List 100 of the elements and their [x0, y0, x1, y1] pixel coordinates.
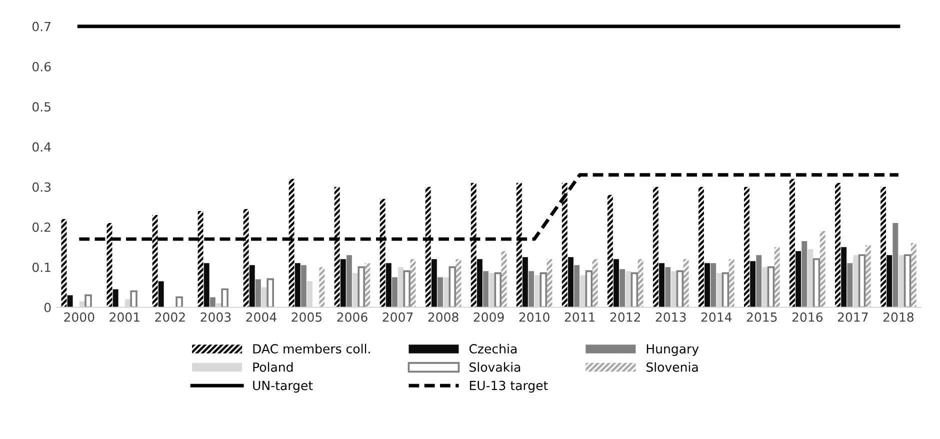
x-tick-label: 2012 — [610, 312, 640, 322]
bar — [210, 297, 216, 308]
bar — [767, 266, 775, 308]
y-tick-label: 0 — [44, 302, 51, 312]
bar — [483, 271, 488, 308]
bar — [358, 266, 365, 308]
bar — [638, 259, 644, 308]
x-tick-label: 2003 — [200, 312, 231, 322]
bar — [198, 210, 204, 308]
x-tick-label: 2014 — [701, 312, 732, 322]
x-tick-label: 2007 — [382, 312, 413, 322]
bar — [659, 263, 664, 308]
bar — [386, 263, 392, 308]
bar — [67, 295, 73, 308]
bar — [392, 277, 398, 308]
bar — [255, 279, 261, 308]
bar — [910, 243, 916, 308]
bar — [841, 247, 847, 308]
x-tick-label: 2000 — [64, 312, 94, 322]
bar — [106, 223, 112, 308]
bar — [130, 290, 138, 308]
y-tick-label: 0.6 — [32, 62, 51, 72]
bar — [546, 259, 552, 308]
bar — [431, 259, 437, 308]
bar — [892, 223, 898, 308]
bar — [364, 263, 370, 308]
bar — [438, 277, 443, 308]
x-tick-label: 2011 — [564, 312, 595, 322]
bar — [266, 278, 274, 308]
bar — [665, 267, 671, 308]
bar — [410, 259, 416, 308]
bar — [300, 265, 306, 308]
bar — [176, 296, 183, 308]
bar — [403, 270, 411, 308]
y-tick-label: 0.7 — [32, 22, 50, 32]
bar — [476, 259, 482, 308]
bar — [744, 186, 750, 308]
bar — [630, 272, 638, 308]
y-tick-label: 0.5 — [32, 102, 50, 112]
x-tick-label: 2013 — [656, 312, 686, 322]
bar — [425, 186, 431, 308]
legend-label: DAC members coll. — [253, 344, 370, 354]
bar — [607, 194, 613, 308]
bar — [501, 251, 507, 308]
bar — [820, 231, 826, 308]
x-tick-label: 2002 — [155, 312, 185, 322]
bar — [835, 182, 840, 308]
bar — [516, 182, 522, 308]
bar — [812, 258, 820, 308]
bar — [562, 182, 568, 308]
bar — [858, 254, 866, 308]
bar — [886, 255, 892, 308]
bar — [152, 214, 158, 308]
bar — [204, 263, 210, 308]
bar — [750, 261, 756, 308]
legend-label: Hungary — [646, 344, 699, 356]
legend-label: Slovenia — [646, 362, 698, 372]
bar — [249, 265, 255, 308]
bar — [243, 208, 249, 308]
x-tick-label: 2016 — [792, 312, 823, 322]
x-tick-label: 2018 — [883, 312, 914, 322]
bar — [880, 186, 886, 308]
bar — [585, 270, 593, 308]
bar — [710, 263, 716, 308]
legend-label: EU-13 target — [470, 380, 548, 393]
bar — [456, 259, 462, 308]
bar — [340, 259, 346, 308]
x-tick-label: 2010 — [519, 312, 550, 322]
bar — [676, 270, 684, 308]
y-tick-label: 0.3 — [32, 182, 51, 192]
legend-label: UN-target — [253, 380, 313, 393]
bar — [614, 259, 619, 308]
bar — [528, 271, 534, 308]
bar — [574, 265, 580, 308]
bar — [620, 269, 626, 308]
legend-label: Czechia — [469, 344, 517, 354]
bar — [334, 186, 340, 308]
bar — [796, 251, 802, 308]
x-tick-label: 2017 — [838, 312, 868, 322]
bar — [568, 257, 574, 308]
legend-label: Slovakia — [470, 362, 520, 372]
bar — [84, 294, 92, 308]
y-tick-label: 0.1 — [32, 262, 50, 272]
x-tick-label: 2008 — [428, 312, 458, 322]
bar — [774, 247, 780, 308]
bar — [756, 255, 762, 308]
bar — [346, 255, 352, 308]
bar — [294, 263, 300, 308]
bar — [288, 178, 294, 308]
bar — [722, 272, 730, 308]
y-tick-label: 0.2 — [32, 222, 50, 232]
bar — [904, 254, 912, 308]
bar — [865, 245, 871, 308]
bar — [652, 186, 658, 308]
bar — [522, 257, 528, 308]
bar — [683, 259, 689, 308]
bar — [802, 241, 808, 308]
bar — [319, 267, 325, 308]
bar — [470, 182, 476, 308]
bar — [728, 259, 734, 308]
